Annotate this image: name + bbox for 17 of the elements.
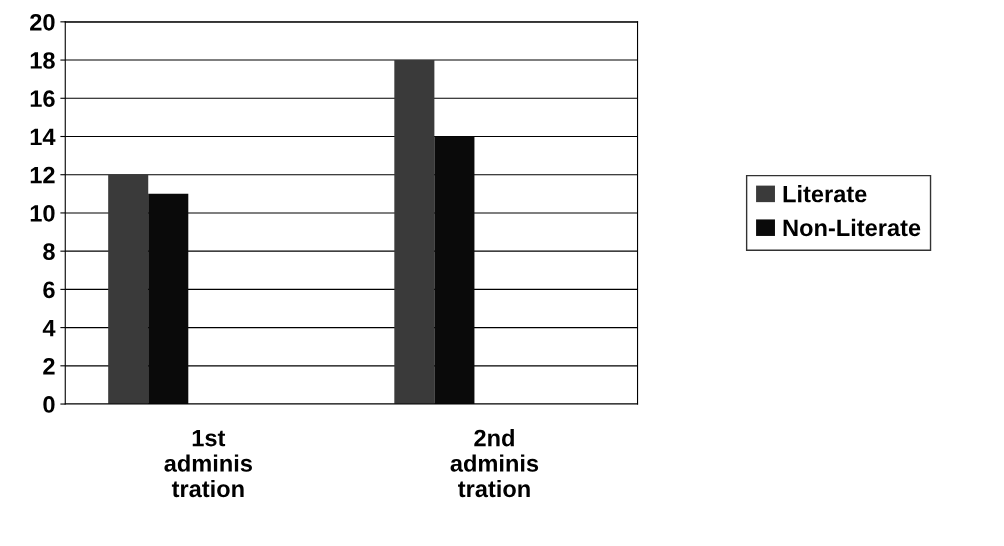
- legend-label: Non-Literate: [783, 218, 921, 237]
- y-tick-label: 10: [30, 205, 55, 222]
- y-tick-label: 16: [30, 90, 55, 108]
- bar: [108, 174, 149, 405]
- y-tick-label: 20: [30, 13, 55, 31]
- y-tick-label: 2: [43, 357, 55, 375]
- x-tick-label: 2nd adminis tration: [450, 429, 539, 498]
- y-tick-label: 4: [42, 319, 56, 337]
- bar: [394, 60, 435, 405]
- y-tick-label: 8: [43, 243, 55, 260]
- legend-label: Literate: [783, 185, 867, 203]
- y-tick-label: 14: [30, 128, 56, 146]
- y-tick-label: 12: [30, 166, 55, 184]
- x-tick-label: 1st adminis tration: [164, 429, 252, 498]
- y-tick-label: 18: [30, 52, 55, 69]
- y-tick-label: 6: [43, 281, 55, 299]
- y-tick-label: 0: [43, 396, 55, 413]
